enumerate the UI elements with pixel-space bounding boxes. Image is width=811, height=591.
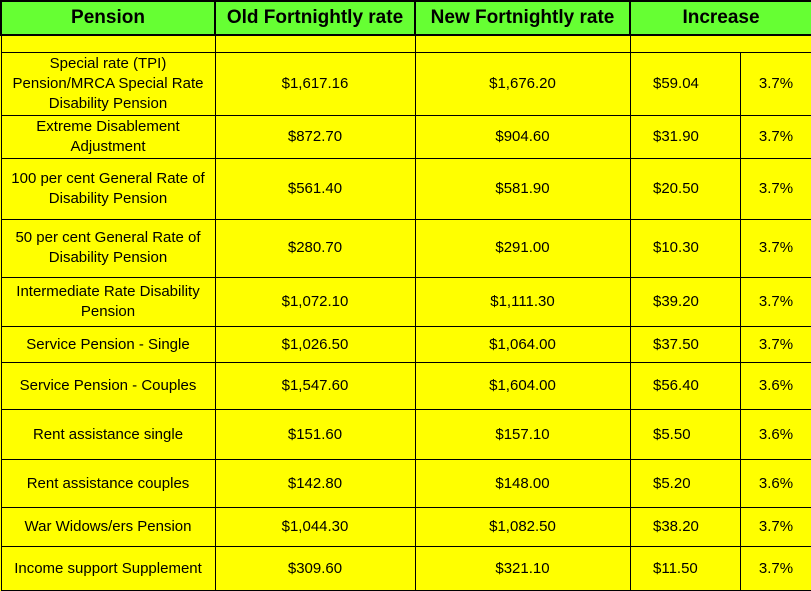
pension-name-cell: Intermediate Rate Disability Pension (0, 276, 216, 328)
increase-amount-cell: $31.90 (629, 114, 741, 160)
table-body: Special rate (TPI) Pension/MRCA Special … (0, 34, 811, 591)
spacer-cell (414, 34, 631, 53)
increase-percent-cell: 3.7% (739, 51, 811, 116)
old-rate-cell: $1,026.50 (214, 326, 416, 363)
new-rate-cell: $321.10 (414, 546, 631, 591)
increase-amount-cell: $10.30 (629, 218, 741, 278)
pension-name-cell: Service Pension - Couples (0, 361, 216, 411)
increase-percent-cell: 3.7% (739, 218, 811, 278)
increase-amount-value: $10.30 (653, 239, 699, 257)
increase-amount-value: $31.90 (653, 128, 699, 146)
new-rate-cell: $1,082.50 (414, 506, 631, 548)
increase-amount-value: $5.50 (653, 425, 691, 443)
header-old-rate: Old Fortnightly rate (214, 0, 416, 36)
pension-name-cell: Service Pension - Single (0, 326, 216, 363)
new-rate-cell: $904.60 (414, 114, 631, 160)
pension-name-cell: War Widows/ers Pension (0, 506, 216, 548)
increase-amount-value: $59.04 (653, 74, 699, 92)
pension-name-cell: 100 per cent General Rate of Disability … (0, 158, 216, 220)
increase-percent-cell: 3.7% (739, 546, 811, 591)
old-rate-cell: $280.70 (214, 218, 416, 278)
increase-amount-value: $5.20 (653, 474, 691, 492)
header-pension: Pension (0, 0, 216, 36)
increase-amount-value: $20.50 (653, 180, 699, 198)
new-rate-cell: $1,111.30 (414, 276, 631, 328)
old-rate-cell: $151.60 (214, 409, 416, 461)
new-rate-cell: $581.90 (414, 158, 631, 220)
increase-percent-cell: 3.6% (739, 361, 811, 411)
spacer-row (0, 34, 811, 53)
increase-amount-cell: $5.50 (629, 409, 741, 461)
table-row: Rent assistance single $151.60 $157.10 $5.5… (0, 409, 811, 461)
new-rate-cell: $1,604.00 (414, 361, 631, 411)
increase-percent-cell: 3.7% (739, 326, 811, 363)
spacer-cell (214, 34, 416, 53)
increase-amount-value: $37.50 (653, 335, 699, 353)
increase-amount-cell: $56.40 (629, 361, 741, 411)
table-row: Special rate (TPI) Pension/MRCA Special … (0, 51, 811, 116)
increase-amount-value: $38.20 (653, 518, 699, 536)
pension-name-cell: Extreme Disablement Adjustment (0, 114, 216, 160)
pension-name-cell: 50 per cent General Rate of Disability P… (0, 218, 216, 278)
increase-amount-cell: $11.50 (629, 546, 741, 591)
old-rate-cell: $1,547.60 (214, 361, 416, 411)
increase-amount-cell: $37.50 (629, 326, 741, 363)
header-row: Pension Old Fortnightly rate New Fortnig… (0, 0, 811, 36)
table-row: Service Pension - Couples $1,547.60 $1,604… (0, 361, 811, 411)
header-new-rate: New Fortnightly rate (414, 0, 631, 36)
table-row: 100 per cent General Rate of Disability … (0, 158, 811, 220)
increase-percent-cell: 3.7% (739, 276, 811, 328)
increase-percent-cell: 3.7% (739, 506, 811, 548)
increase-amount-cell: $59.04 (629, 51, 741, 116)
table-row: Income support Supplement $309.60 $321.10 $… (0, 546, 811, 591)
pension-name-cell: Rent assistance single (0, 409, 216, 461)
table-row: Service Pension - Single $1,026.50 $1,064.… (0, 326, 811, 363)
new-rate-cell: $148.00 (414, 459, 631, 508)
increase-percent-cell: 3.6% (739, 459, 811, 508)
new-rate-cell: $157.10 (414, 409, 631, 461)
table-row: Rent assistance couples $142.80 $148.00 $5.… (0, 459, 811, 508)
old-rate-cell: $1,617.16 (214, 51, 416, 116)
increase-amount-value: $39.20 (653, 293, 699, 311)
increase-percent-cell: 3.6% (739, 409, 811, 461)
increase-amount-value: $56.40 (653, 377, 699, 395)
old-rate-cell: $1,044.30 (214, 506, 416, 548)
header-increase: Increase (629, 0, 811, 36)
new-rate-cell: $291.00 (414, 218, 631, 278)
table-row: 50 per cent General Rate of Disability P… (0, 218, 811, 278)
new-rate-cell: $1,676.20 (414, 51, 631, 116)
spacer-cell (0, 34, 216, 53)
old-rate-cell: $872.70 (214, 114, 416, 160)
old-rate-cell: $309.60 (214, 546, 416, 591)
old-rate-cell: $561.40 (214, 158, 416, 220)
table-row: War Widows/ers Pension $1,044.30 $1,082.50… (0, 506, 811, 548)
increase-amount-cell: $39.20 (629, 276, 741, 328)
increase-percent-cell: 3.7% (739, 158, 811, 220)
table-row: Intermediate Rate Disability Pension $1,0… (0, 276, 811, 328)
old-rate-cell: $1,072.10 (214, 276, 416, 328)
spacer-cell (629, 34, 811, 53)
increase-amount-cell: $5.20 (629, 459, 741, 508)
increase-amount-cell: $38.20 (629, 506, 741, 548)
old-rate-cell: $142.80 (214, 459, 416, 508)
pension-name-cell: Special rate (TPI) Pension/MRCA Special … (0, 51, 216, 116)
new-rate-cell: $1,064.00 (414, 326, 631, 363)
increase-amount-cell: $20.50 (629, 158, 741, 220)
pension-name-cell: Income support Supplement (0, 546, 216, 591)
table-row: Extreme Disablement Adjustment $872.70 $90… (0, 114, 811, 160)
increase-amount-value: $11.50 (653, 559, 698, 577)
pension-name-cell: Rent assistance couples (0, 459, 216, 508)
increase-percent-cell: 3.7% (739, 114, 811, 160)
